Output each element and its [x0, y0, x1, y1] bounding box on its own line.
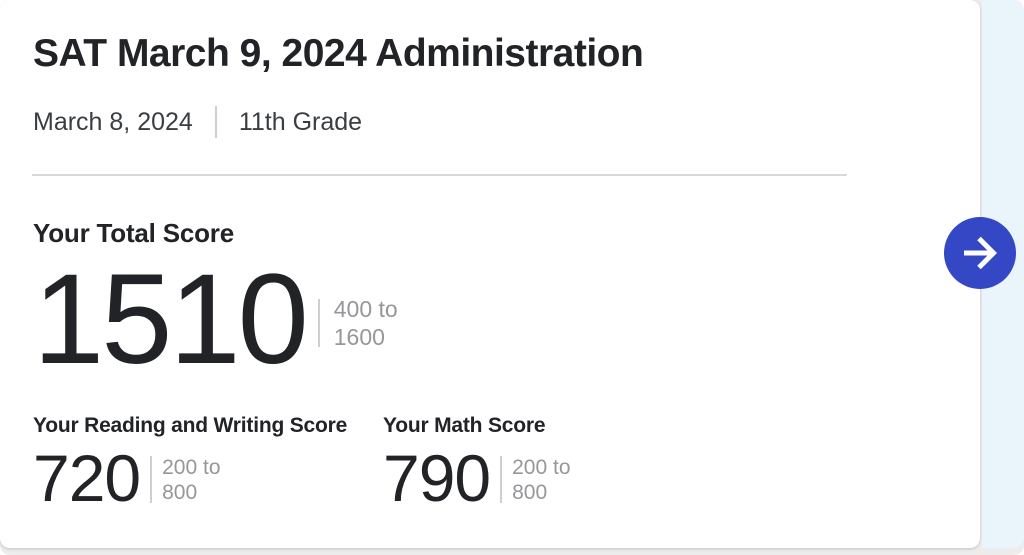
math-range-divider [500, 456, 503, 503]
meta-divider [214, 106, 217, 138]
test-date: March 8, 2024 [33, 108, 193, 136]
math-score: 790 200 to 800 [383, 441, 733, 515]
score-report-card: SAT March 9, 2024 Administration March 8… [0, 0, 980, 548]
next-button[interactable] [944, 217, 1016, 289]
reading-writing-range-divider [150, 456, 153, 503]
total-score-value: 1510 [33, 248, 309, 391]
math-score-block: Your Math Score 790 200 to 800 [383, 414, 733, 515]
reading-writing-range-line1: 200 to [162, 455, 221, 479]
total-range-line2: 1600 [333, 324, 385, 350]
math-score-label: Your Math Score [383, 414, 546, 437]
arrow-right-icon [961, 234, 999, 272]
math-range-line1: 200 to [512, 455, 571, 479]
math-score-value: 790 [383, 441, 491, 515]
total-score-range: 400 to 1600 [334, 295, 398, 351]
total-range-line1: 400 to [333, 296, 398, 322]
reading-writing-score-value: 720 [33, 441, 141, 515]
header-divider [32, 174, 847, 176]
grade-level: 11th Grade [238, 108, 363, 136]
math-score-range: 200 to 800 [512, 455, 570, 505]
reading-writing-score-range: 200 to 800 [162, 455, 220, 505]
reading-writing-score-block: Your Reading and Writing Score 720 200 t… [33, 414, 383, 515]
page-title: SAT March 9, 2024 Administration [33, 32, 644, 75]
report-meta: March 8, 2024 11th Grade [33, 105, 362, 139]
math-range-line2: 800 [512, 480, 548, 504]
total-range-divider [317, 299, 320, 347]
total-score: 1510 400 to 1600 [33, 248, 398, 391]
reading-writing-score-label: Your Reading and Writing Score [33, 414, 348, 437]
reading-writing-score: 720 200 to 800 [33, 441, 383, 515]
section-scores: Your Reading and Writing Score 720 200 t… [33, 414, 733, 515]
reading-writing-range-line2: 800 [162, 480, 198, 504]
total-score-label: Your Total Score [33, 218, 234, 248]
